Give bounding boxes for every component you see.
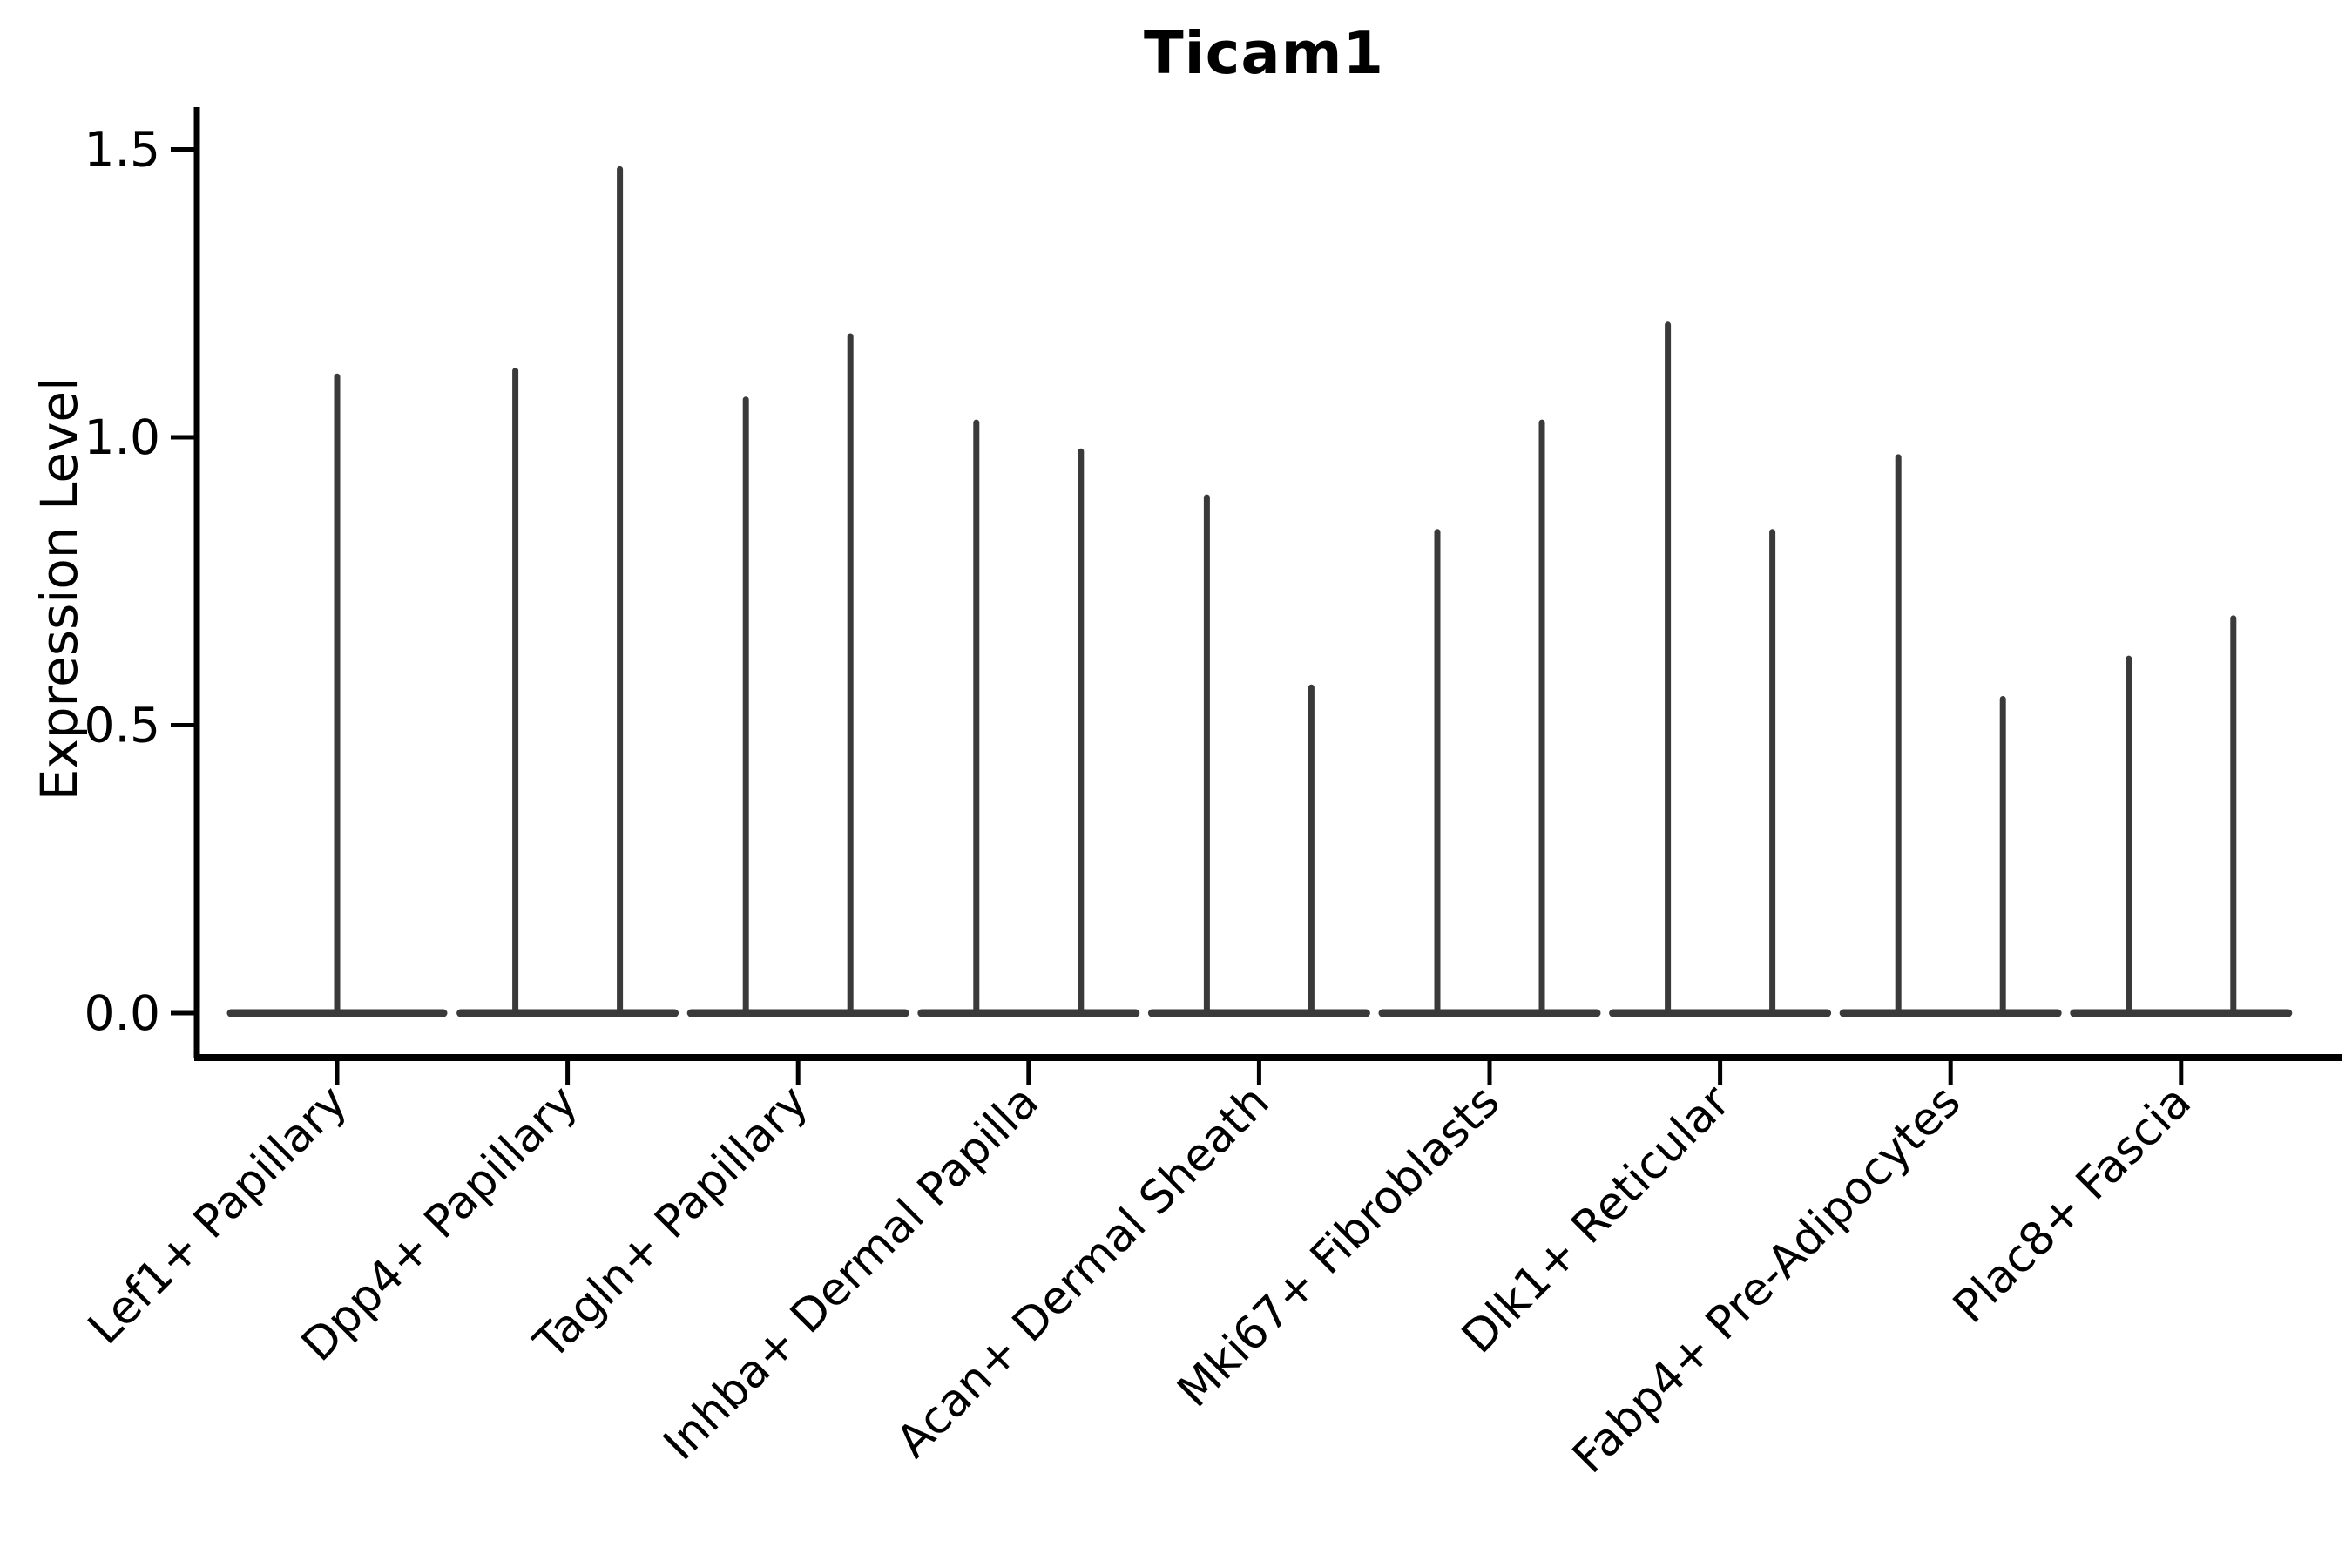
x-tick-label: Plac8+ Fascia — [1943, 1076, 2201, 1334]
x-tick-label: Acan+ Dermal Sheath — [887, 1076, 1280, 1469]
y-tick-label: 1.0 — [84, 409, 160, 465]
x-tick-label: Inhba+ Dermal Papilla — [654, 1076, 1049, 1470]
page-title: Ticam1 — [1143, 19, 1385, 87]
y-tick-label: 0.0 — [84, 985, 160, 1041]
y-tick-label: 0.5 — [84, 698, 160, 754]
y-tick-label: 1.5 — [84, 122, 160, 178]
x-tick-label: Fabp4+ Pre-Adipocytes — [1563, 1076, 1970, 1484]
